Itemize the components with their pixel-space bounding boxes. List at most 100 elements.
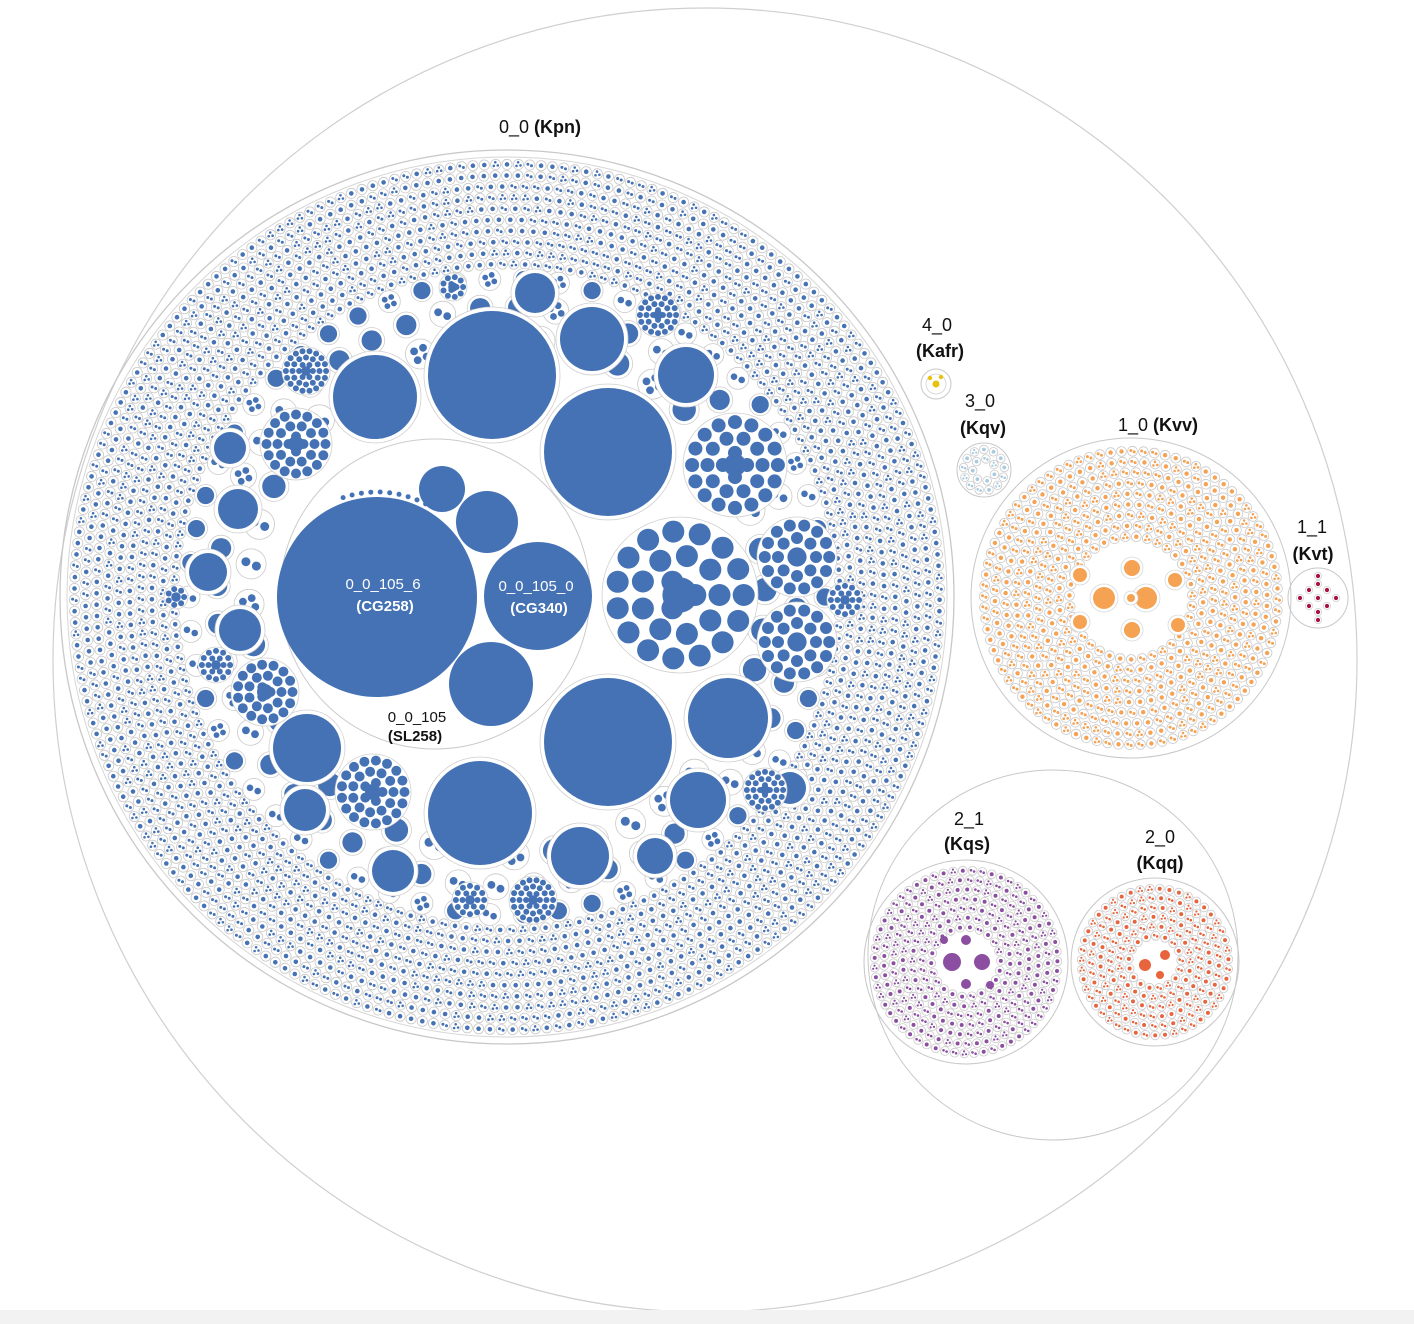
cluster-outline (217, 902, 229, 914)
cluster-outline (636, 919, 648, 931)
kpn-group[interactable] (59, 149, 955, 1045)
cluster-dot (379, 962, 385, 967)
cluster-dot (435, 975, 438, 978)
cluster-dot (196, 345, 200, 349)
cluster-outline (187, 382, 199, 394)
cluster-dot (810, 905, 814, 909)
cluster-dot (286, 222, 290, 226)
cluster-dot (917, 720, 921, 724)
cluster-dot (209, 911, 213, 915)
cluster-dot (142, 564, 146, 568)
cluster-dot (819, 331, 825, 336)
cluster-dot (535, 241, 539, 245)
cluster-outline (877, 625, 889, 637)
cluster-dot (110, 528, 116, 533)
cluster-dot (227, 896, 231, 900)
cluster-dot (827, 403, 830, 406)
cluster-dot (621, 1011, 625, 1014)
cluster-dot (828, 833, 832, 837)
kqv-group[interactable] (956, 442, 1012, 498)
cluster-outline (123, 801, 135, 813)
cluster-outline (740, 285, 752, 297)
cluster-outline (241, 849, 253, 861)
cluster-dot (858, 617, 861, 621)
cluster-dot (297, 882, 300, 886)
cluster-dot (185, 352, 189, 356)
cluster-dot (902, 706, 906, 710)
cluster-dot (369, 266, 374, 272)
cluster-dot (567, 1022, 572, 1028)
cluster-dot (101, 753, 105, 756)
cluster-dot (767, 942, 771, 946)
cluster-dot (457, 978, 461, 982)
cluster-dot (880, 380, 885, 385)
cluster-dot (777, 259, 783, 264)
cluster-outline (133, 506, 145, 518)
cluster-dot (564, 178, 567, 182)
cluster-dot (86, 712, 90, 715)
cluster-outline (447, 942, 459, 954)
cluster-dot (264, 333, 269, 339)
cluster-dot (782, 833, 787, 838)
cluster-outline (463, 193, 475, 205)
kvt-group[interactable] (1287, 567, 1349, 629)
cluster-dot (547, 980, 552, 986)
cluster-dot (203, 821, 208, 827)
cluster-dot (584, 249, 588, 253)
cluster-dot (479, 993, 483, 997)
cluster-dot (848, 461, 851, 464)
cluster-outline (324, 936, 336, 948)
cluster-outline (199, 853, 211, 865)
cluster-outline (678, 924, 690, 936)
cluster-dot (72, 574, 78, 580)
cluster-dot (504, 992, 507, 996)
cluster-outline (214, 346, 226, 358)
cluster-dot (778, 306, 781, 310)
cluster-dot (140, 724, 144, 728)
cluster-dot (789, 863, 793, 867)
kafr-group[interactable] (920, 368, 952, 400)
kqs-group[interactable] (863, 859, 1069, 1065)
cluster-dot (870, 625, 873, 629)
cluster-dot (130, 451, 134, 455)
cluster-dot (704, 903, 708, 906)
cluster-dot (917, 681, 922, 687)
cluster-outline (150, 338, 162, 350)
cluster-outline (294, 224, 306, 236)
cluster-dot (514, 994, 520, 999)
cluster-dot (536, 981, 541, 987)
cluster-dot (231, 304, 235, 308)
cluster-dot (222, 333, 225, 337)
kqq-group[interactable] (1070, 877, 1240, 1047)
cluster-dot (700, 916, 704, 920)
cluster-dot (469, 199, 473, 202)
cluster-dot (267, 234, 271, 238)
cluster-dot (465, 199, 469, 203)
cluster-dot (297, 868, 301, 872)
cluster-dot (913, 626, 919, 632)
cluster-dot (151, 551, 155, 555)
cluster-dot (919, 670, 924, 676)
kvv-group[interactable] (970, 437, 1292, 759)
cluster-dot (440, 933, 444, 937)
cluster-dot (720, 232, 726, 238)
cluster-outline (762, 351, 774, 363)
cluster-dot (429, 223, 433, 227)
cluster-dot (355, 226, 359, 229)
cluster-dot (571, 178, 575, 182)
cluster-dot (450, 232, 454, 236)
cluster-dot (878, 396, 882, 400)
cluster-dot (868, 546, 872, 549)
cluster-outline (102, 581, 114, 593)
cluster-outline (153, 849, 165, 861)
cluster-dot (495, 1006, 499, 1010)
cluster-dot (226, 881, 231, 886)
cluster-outline (473, 181, 485, 193)
cluster-outline (274, 223, 286, 235)
cluster-dot (711, 227, 716, 232)
cluster-dot (323, 228, 327, 231)
cluster-outline (372, 1004, 384, 1016)
cluster-dot (552, 968, 557, 974)
cluster-dot (638, 194, 643, 200)
cluster-dot (603, 1006, 607, 1010)
